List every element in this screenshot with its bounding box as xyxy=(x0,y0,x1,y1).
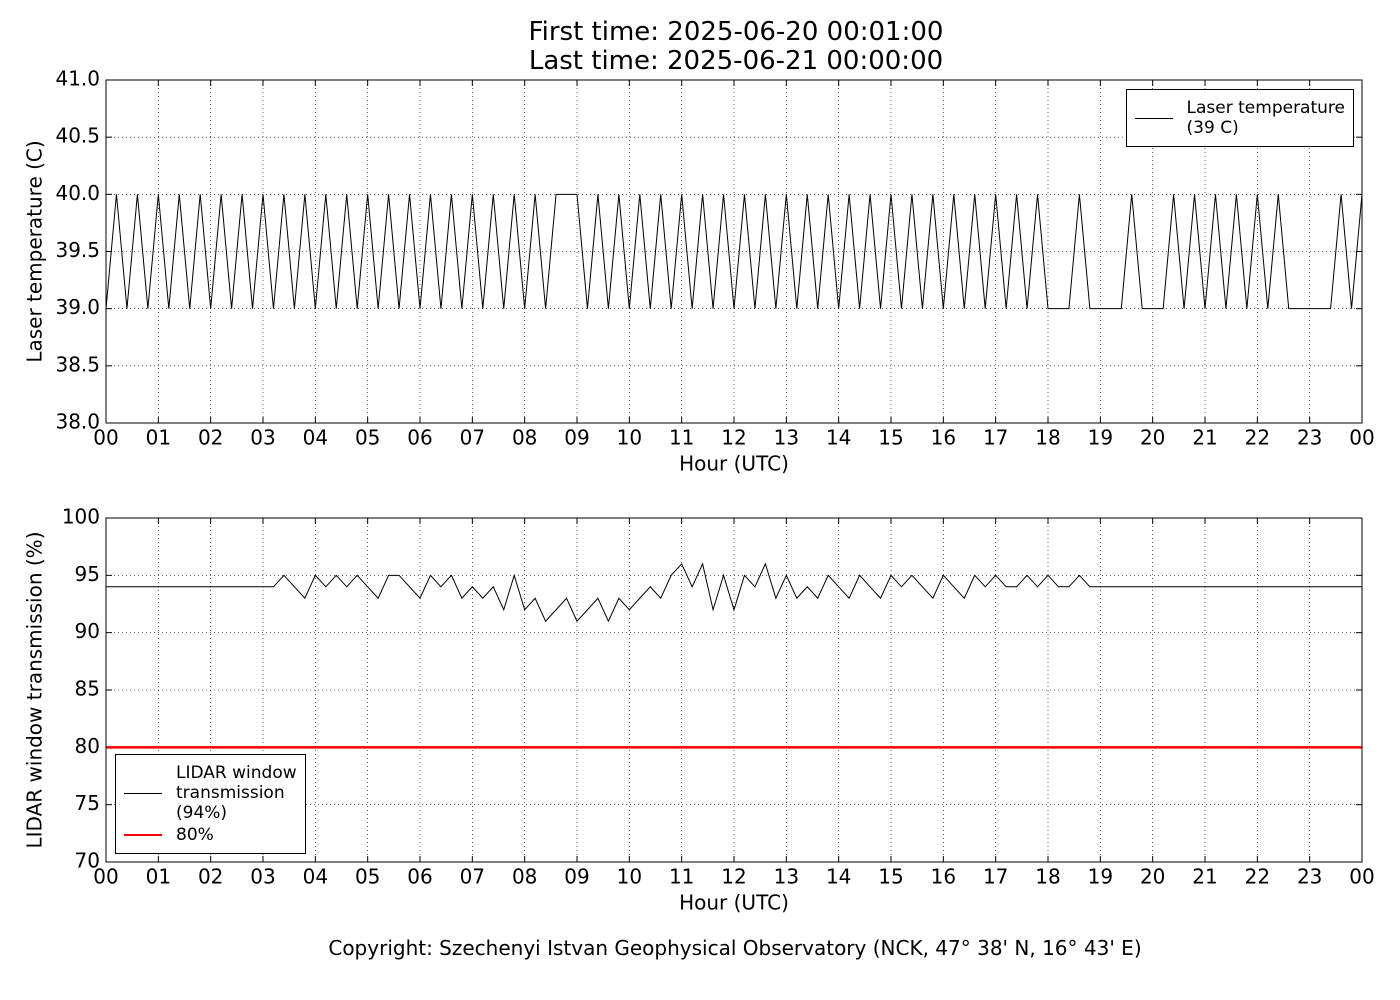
legend: LIDAR window transmission (94%) 80% xyxy=(115,754,306,854)
x-tick-label: 17 xyxy=(983,426,1008,450)
x-tick-label: 00 xyxy=(93,426,118,450)
legend-label: 80% xyxy=(176,825,214,845)
legend-entry: LIDAR window transmission (94%) xyxy=(124,763,297,823)
x-tick-label: 23 xyxy=(1297,865,1322,889)
x-tick-label: 11 xyxy=(669,865,694,889)
x-tick-label: 05 xyxy=(355,426,380,450)
x-tick-label: 12 xyxy=(721,426,746,450)
x-axis-label: Hour (UTC) xyxy=(679,452,789,476)
y-tick-label: 38.5 xyxy=(55,352,100,376)
y-tick-label: 40.0 xyxy=(55,181,100,205)
x-tick-label: 06 xyxy=(407,865,432,889)
y-tick-label: 75 xyxy=(75,791,100,815)
legend-entry: Laser temperature (39 C) xyxy=(1134,98,1345,138)
x-tick-label: 13 xyxy=(774,426,799,450)
series-line xyxy=(105,193,1363,310)
x-tick-label: 04 xyxy=(303,426,328,450)
y-tick-label: 95 xyxy=(75,562,100,586)
y-tick-label: 90 xyxy=(75,619,100,643)
x-tick-label: 11 xyxy=(669,426,694,450)
legend-swatch xyxy=(1134,117,1173,119)
legend-swatch xyxy=(124,792,162,794)
x-tick-label: 20 xyxy=(1140,865,1165,889)
x-tick-label: 07 xyxy=(460,865,485,889)
x-tick-label: 17 xyxy=(983,865,1008,889)
x-tick-label: 09 xyxy=(564,426,589,450)
x-tick-label: 15 xyxy=(878,426,903,450)
figure-title: First time: 2025-06-20 00:01:00 Last tim… xyxy=(528,17,944,76)
plot-frame xyxy=(105,79,1363,424)
x-tick-label: 16 xyxy=(931,426,956,450)
y-tick-label: 38.0 xyxy=(55,410,100,434)
x-tick-label: 04 xyxy=(303,865,328,889)
y-tick-label: 80 xyxy=(75,734,100,758)
x-tick-label: 15 xyxy=(878,865,903,889)
x-tick-label: 19 xyxy=(1088,865,1113,889)
x-tick-label: 16 xyxy=(931,865,956,889)
y-axis-label: Laser temperature (C) xyxy=(23,140,47,362)
x-tick-label: 07 xyxy=(460,426,485,450)
y-tick-label: 85 xyxy=(75,677,100,701)
x-axis-label: Hour (UTC) xyxy=(679,891,789,915)
x-tick-label: 03 xyxy=(250,865,275,889)
legend: Laser temperature (39 C) xyxy=(1125,89,1354,147)
x-tick-label: 10 xyxy=(617,426,642,450)
legend-entry: 80% xyxy=(124,825,297,845)
x-tick-label: 02 xyxy=(198,426,223,450)
x-tick-label: 06 xyxy=(407,426,432,450)
x-tick-label: 18 xyxy=(1035,865,1060,889)
x-tick-label: 08 xyxy=(512,426,537,450)
x-tick-label: 20 xyxy=(1140,426,1165,450)
y-axis-label: LIDAR window transmission (%) xyxy=(23,532,47,849)
x-tick-label: 01 xyxy=(146,426,171,450)
x-tick-label: 22 xyxy=(1245,865,1270,889)
y-tick-label: 70 xyxy=(75,849,100,873)
y-tick-label: 39.0 xyxy=(55,295,100,319)
x-tick-label: 21 xyxy=(1192,426,1217,450)
x-tick-label: 00 xyxy=(1349,426,1374,450)
x-tick-label: 23 xyxy=(1297,426,1322,450)
legend-label: LIDAR window transmission (94%) xyxy=(176,763,297,823)
copyright: Copyright: Szechenyi Istvan Geophysical … xyxy=(328,936,1142,960)
x-tick-label: 18 xyxy=(1035,426,1060,450)
x-tick-label: 21 xyxy=(1192,865,1217,889)
y-tick-label: 41.0 xyxy=(55,67,100,91)
x-tick-label: 14 xyxy=(826,426,851,450)
x-tick-label: 00 xyxy=(1349,865,1374,889)
x-tick-label: 02 xyxy=(198,865,223,889)
x-tick-label: 22 xyxy=(1245,426,1270,450)
y-tick-label: 40.5 xyxy=(55,124,100,148)
legend-label: Laser temperature (39 C) xyxy=(1186,98,1345,138)
series-line xyxy=(106,562,1362,623)
x-tick-label: 05 xyxy=(355,865,380,889)
x-tick-label: 14 xyxy=(826,865,851,889)
legend-swatch xyxy=(124,834,162,836)
plot-frame xyxy=(105,517,1363,863)
x-tick-label: 13 xyxy=(774,865,799,889)
x-tick-label: 08 xyxy=(512,865,537,889)
y-tick-label: 100 xyxy=(62,505,100,529)
x-tick-label: 12 xyxy=(721,865,746,889)
y-tick-label: 39.5 xyxy=(55,238,100,262)
x-tick-label: 19 xyxy=(1088,426,1113,450)
x-tick-label: 10 xyxy=(617,865,642,889)
x-tick-label: 03 xyxy=(250,426,275,450)
x-tick-label: 00 xyxy=(93,865,118,889)
x-tick-label: 01 xyxy=(146,865,171,889)
x-tick-label: 09 xyxy=(564,865,589,889)
